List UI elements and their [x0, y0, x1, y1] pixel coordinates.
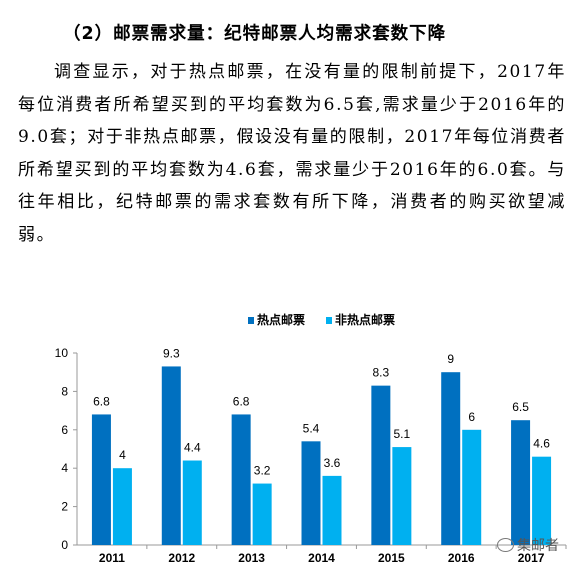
section-heading: （2）邮票需求量：纪特邮票人均需求套数下降 [63, 24, 447, 44]
bar [322, 475, 342, 545]
data-label: 9.3 [163, 346, 180, 360]
bar [231, 414, 251, 545]
bar [441, 372, 461, 545]
data-label: 4.4 [184, 441, 201, 455]
data-label: 8.3 [373, 366, 390, 380]
data-label: 5.1 [394, 427, 411, 441]
bar [532, 456, 552, 545]
bar [161, 366, 181, 545]
data-label: 6.8 [93, 394, 110, 408]
watermark: 集邮者 [497, 535, 559, 555]
bar [182, 460, 202, 545]
legend-swatch [248, 317, 254, 324]
x-tick-label: 2013 [238, 551, 265, 565]
x-tick-label: 2017 [518, 551, 545, 565]
bar [252, 483, 272, 545]
bar [301, 441, 321, 545]
watermark-text: 集邮者 [517, 538, 559, 554]
bar [112, 468, 132, 545]
data-label: 4.6 [533, 437, 550, 451]
x-tick-label: 2012 [168, 551, 195, 565]
legend-label: 热点邮票 [257, 312, 305, 327]
wechat-icon [497, 538, 514, 552]
y-tick-label: 8 [61, 384, 68, 398]
y-tick-label: 0 [61, 538, 68, 552]
bar [392, 447, 412, 545]
data-label: 5.4 [303, 421, 320, 435]
data-label: 3.2 [254, 464, 271, 478]
data-label: 6.8 [233, 394, 250, 408]
legend-swatch [326, 317, 332, 324]
bar-chart: 0 2 4 6 8 10 2011 6.8 4 2012 9.3 4.4 2013 6.8 3.2 2014 5… [55, 312, 567, 565]
data-label: 9 [447, 352, 454, 366]
bar [511, 420, 531, 545]
y-tick-label: 10 [55, 346, 69, 360]
data-label: 3.6 [324, 456, 341, 470]
data-label: 6.5 [512, 400, 529, 414]
data-label: 4 [119, 448, 126, 462]
x-tick-label: 2015 [378, 551, 405, 565]
y-tick-label: 2 [61, 500, 68, 514]
x-tick-label: 2014 [308, 551, 335, 565]
bar [462, 429, 482, 545]
bar [91, 414, 111, 545]
bar [371, 385, 391, 545]
x-tick-label: 2011 [99, 551, 125, 565]
x-tick-label: 2016 [448, 551, 475, 565]
legend-label: 非热点邮票 [335, 312, 395, 327]
data-label: 6 [468, 410, 475, 424]
body-paragraph: 调查显示，对于热点邮票，在没有量的限制前提下，2017年每位消费者所希望买到的平… [18, 62, 566, 245]
y-tick-label: 4 [61, 461, 68, 475]
y-tick-label: 6 [61, 423, 68, 437]
